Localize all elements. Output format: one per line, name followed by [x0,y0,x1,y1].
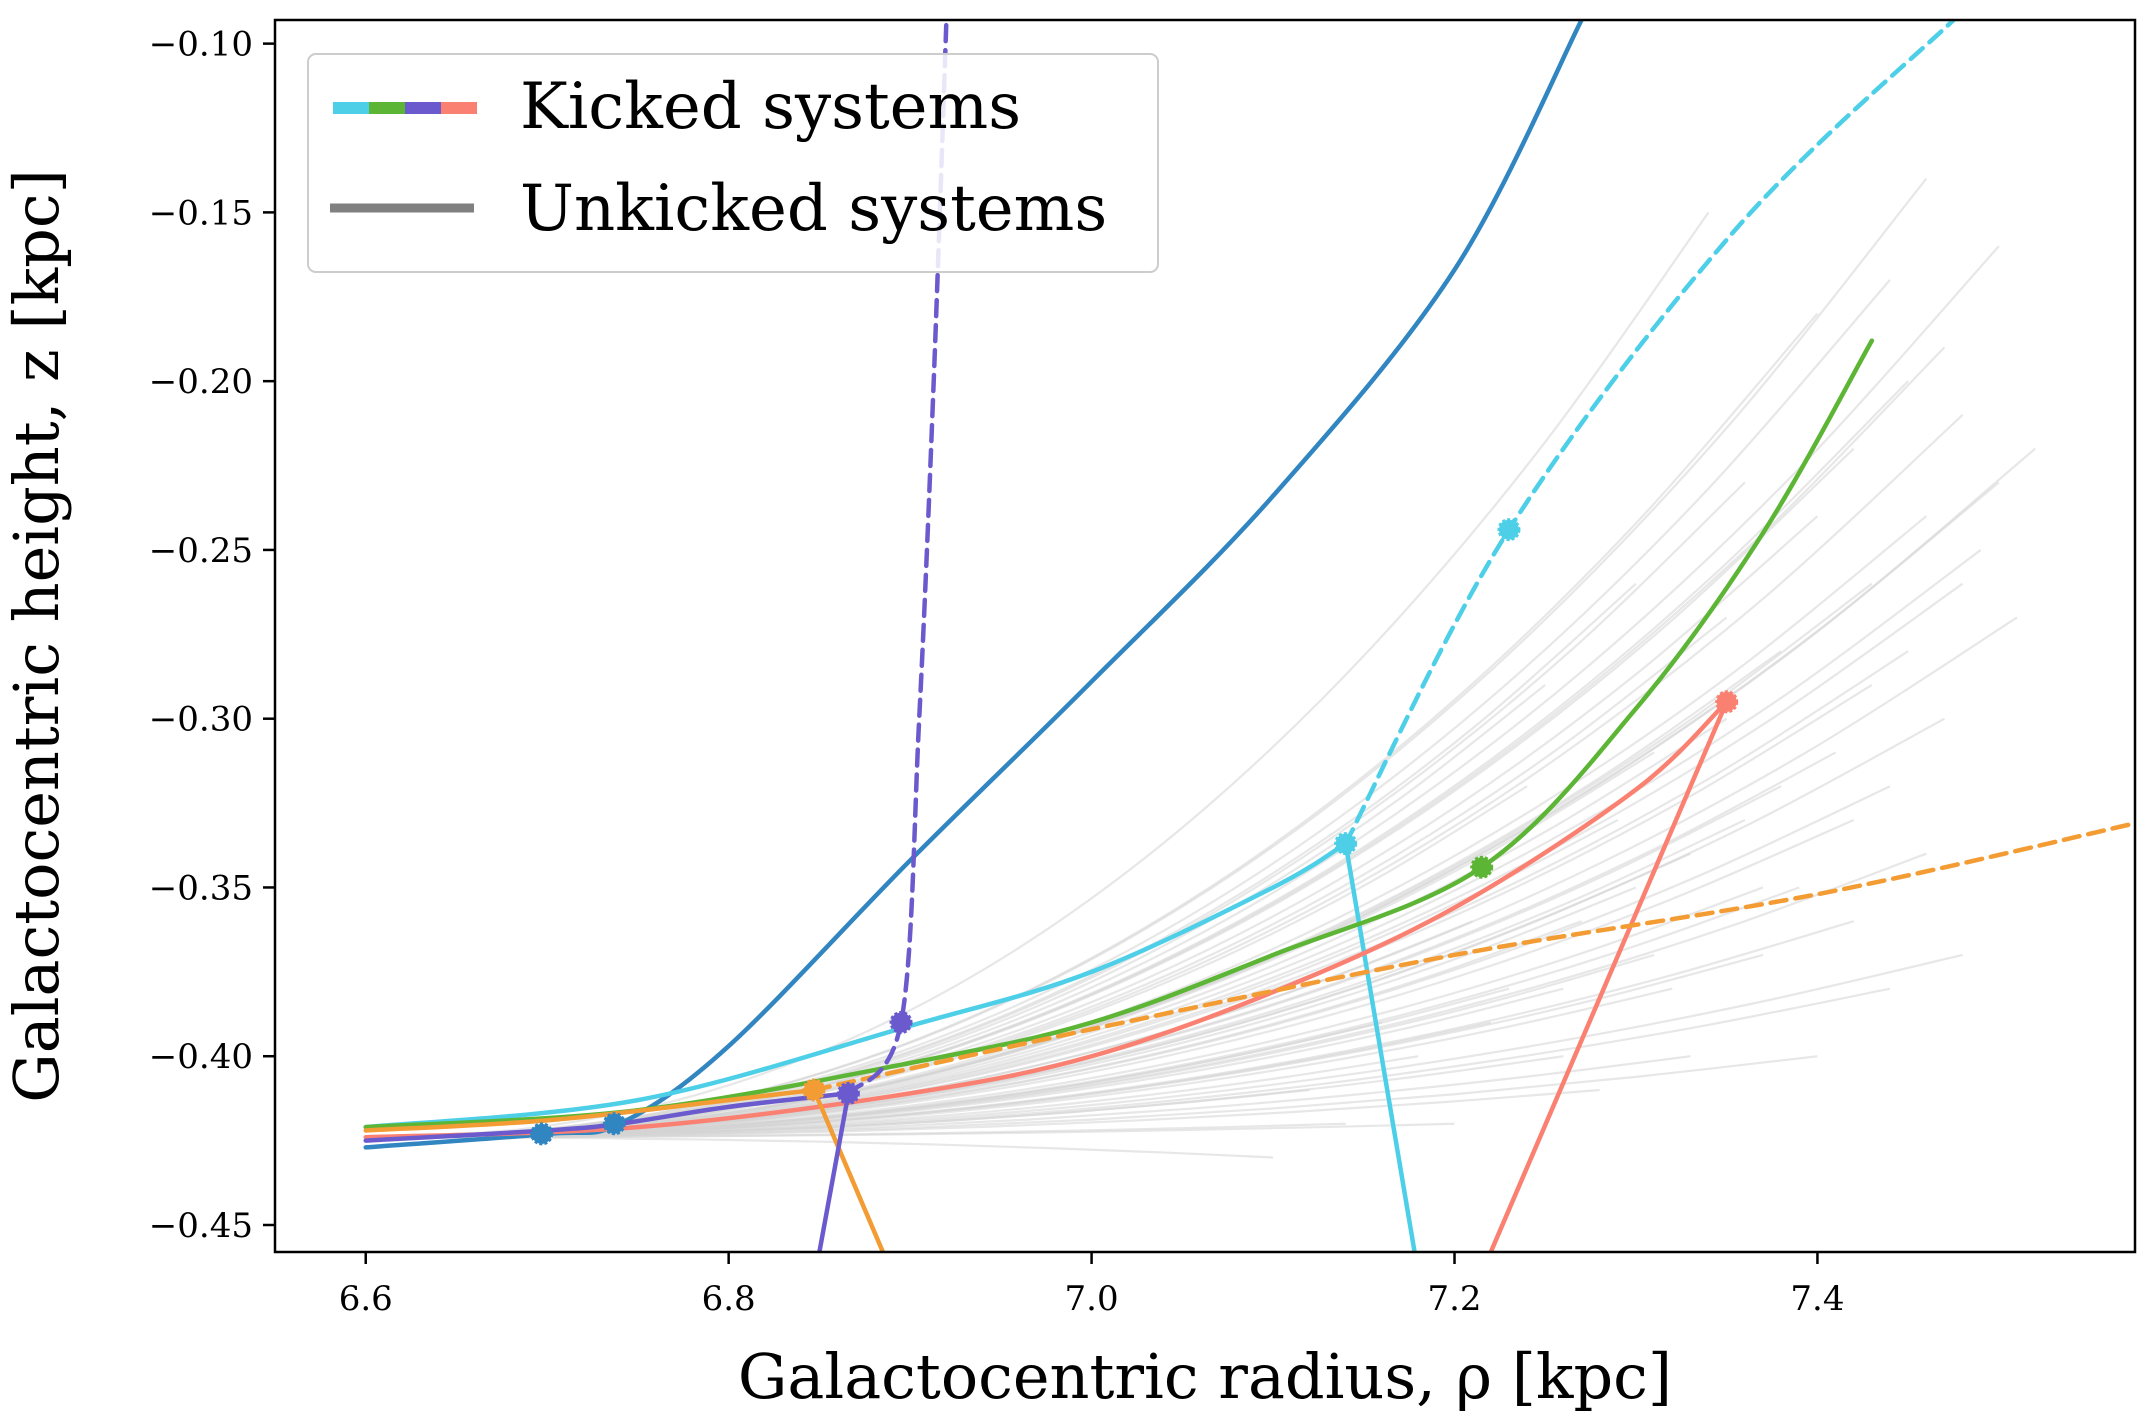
x-tick-label: 6.6 [339,1279,393,1319]
data-marker [602,1112,626,1136]
series-line-9 [811,1087,886,1252]
series-line-3 [1343,841,1417,1252]
series-line-0 [363,20,1584,1150]
background-track [365,312,1819,1139]
background-track [365,785,1891,1139]
y-axis-label: Galactocentric height, z [kpc] [0,169,73,1103]
plot-frame [273,18,2137,1254]
x-tick-label: 7.0 [1065,1279,1119,1319]
y-axis: −0.10 −0.15 −0.20 −0.25 −0.30 −0.35 −0.40 −0.45 [149,25,275,1246]
legend-kicked-swatch-segment [441,102,477,114]
x-tick-label: 7.4 [1790,1279,1844,1319]
data-marker [802,1078,826,1102]
background-track [365,1055,1564,1139]
legend-kicked-swatch-segment [369,102,405,114]
data-marker [889,1010,913,1034]
legend-kicked-swatch [333,102,477,114]
data-marker [1497,518,1521,542]
series-line-2 [1343,20,1956,846]
data-marker [1470,855,1494,879]
y-tick-label: −0.10 [149,25,253,65]
series-line-5 [363,699,1729,1140]
y-tick-label: −0.45 [149,1206,253,1246]
background-track [365,380,1909,1139]
x-tick-label: 7.2 [1427,1279,1481,1319]
y-tick-label: −0.30 [149,700,253,740]
series-line-7 [363,1087,817,1133]
series-line-1 [363,841,1348,1130]
series-line-12 [817,1091,851,1252]
background-tracks [365,177,2036,1159]
marker-layer [530,518,1739,1146]
x-axis: 6.6 6.8 7.0 7.2 7.4 [339,1252,1844,1319]
background-track [365,920,1855,1139]
legend-box [307,53,1159,273]
legend-kicked-label: Kicked systems [520,70,1021,144]
background-track [365,582,1964,1139]
y-tick-label: −0.40 [149,1037,253,1077]
data-marker [836,1081,860,1105]
data-marker [1715,690,1739,714]
y-tick-label: −0.35 [149,868,253,908]
series-line-4 [363,338,1875,1130]
series-line-6 [1488,699,1729,1252]
background-track [365,1136,1274,1159]
data-marker [1334,832,1358,856]
series-layer [363,20,2135,1252]
y-tick-label: −0.15 [149,193,253,233]
legend: Kicked systems Unkicked systems [307,53,1159,273]
legend-unkicked-label: Unkicked systems [520,172,1107,246]
background-track [365,650,1909,1139]
data-marker [530,1122,554,1146]
legend-kicked-swatch-segment [333,102,369,114]
y-tick-label: −0.20 [149,362,253,402]
y-tick-label: −0.25 [149,531,253,571]
series-line-8 [811,821,2135,1093]
x-axis-label: Galactocentric radius, ρ [kpc] [738,1340,1672,1413]
x-tick-label: 6.8 [702,1279,756,1319]
background-track [365,515,1928,1139]
legend-kicked-swatch-segment [405,102,441,114]
